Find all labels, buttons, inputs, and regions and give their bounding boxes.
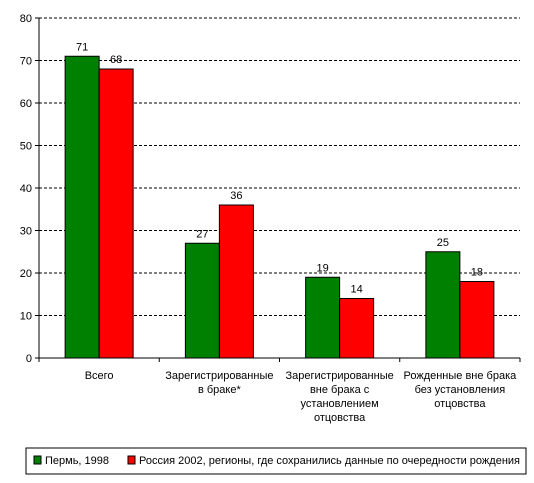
x-tick-label-line: Зарегистрированные — [165, 370, 273, 382]
x-tick-label: Зарегистрированные вне брака с установлени… — [286, 370, 394, 424]
legend-swatch — [33, 455, 42, 465]
legend-label: Россия 2002, регионы, где сохранились да… — [139, 455, 520, 467]
legend-swatch — [127, 455, 136, 465]
bar — [459, 281, 495, 359]
y-tick-label: 0 — [26, 353, 32, 365]
data-label: 19 — [317, 262, 329, 274]
x-tick-label: Рожденные вне брака без установления отцов… — [403, 370, 517, 410]
legend-label: Пермь, 1998 — [45, 455, 109, 467]
x-tick-label: Зарегистрированные в браке* — [165, 370, 273, 396]
x-axis-labels: Всего Зарегистрированные в браке*Зарегистр… — [85, 370, 517, 424]
x-tick-label-line: Зарегистрированные — [286, 370, 394, 382]
x-tick-label-line: Рожденные вне брака — [403, 370, 517, 382]
y-axis-ticks: 0 10 20 30 40 50 60 70 80 — [20, 13, 39, 365]
y-tick-label: 30 — [20, 226, 32, 238]
x-tick-label-line: вне брака с — [310, 384, 370, 396]
bar — [184, 242, 220, 359]
x-tick-label-line: без установления — [415, 384, 506, 396]
x-tick-label: Всего — [85, 370, 114, 382]
y-tick-label: 50 — [20, 141, 32, 153]
y-tick-label: 80 — [20, 13, 32, 25]
data-label: 25 — [437, 237, 449, 249]
y-tick-label: 20 — [20, 268, 32, 280]
x-tick-label-line: отцовства — [434, 398, 486, 410]
x-tick-label-line: Всего — [85, 370, 114, 382]
y-tick-label: 70 — [20, 56, 32, 68]
x-tick-label-line: установлением — [301, 398, 379, 410]
bar — [98, 68, 134, 359]
bars — [64, 55, 495, 359]
legend: Пермь, 1998 Россия 2002, регионы, где сох… — [25, 447, 527, 475]
bar — [425, 251, 461, 359]
data-label: 36 — [230, 190, 242, 202]
bar — [218, 204, 254, 359]
value-labels: 71 68 27 36 19 14 25 18 — [76, 41, 483, 295]
data-label: 71 — [76, 41, 88, 53]
x-tick-label-line: отцовства — [314, 412, 366, 424]
y-tick-label: 60 — [20, 98, 32, 110]
data-label: 18 — [471, 267, 483, 279]
data-label: 27 — [196, 228, 208, 240]
bar — [305, 276, 341, 359]
y-tick-label: 10 — [20, 311, 32, 323]
x-tick-label-line: в браке* — [198, 384, 241, 396]
legend-box — [25, 447, 527, 475]
data-label: 14 — [351, 284, 363, 296]
y-tick-label: 40 — [20, 183, 32, 195]
bar — [339, 298, 375, 359]
data-label: 68 — [110, 54, 122, 66]
bar — [64, 55, 100, 359]
